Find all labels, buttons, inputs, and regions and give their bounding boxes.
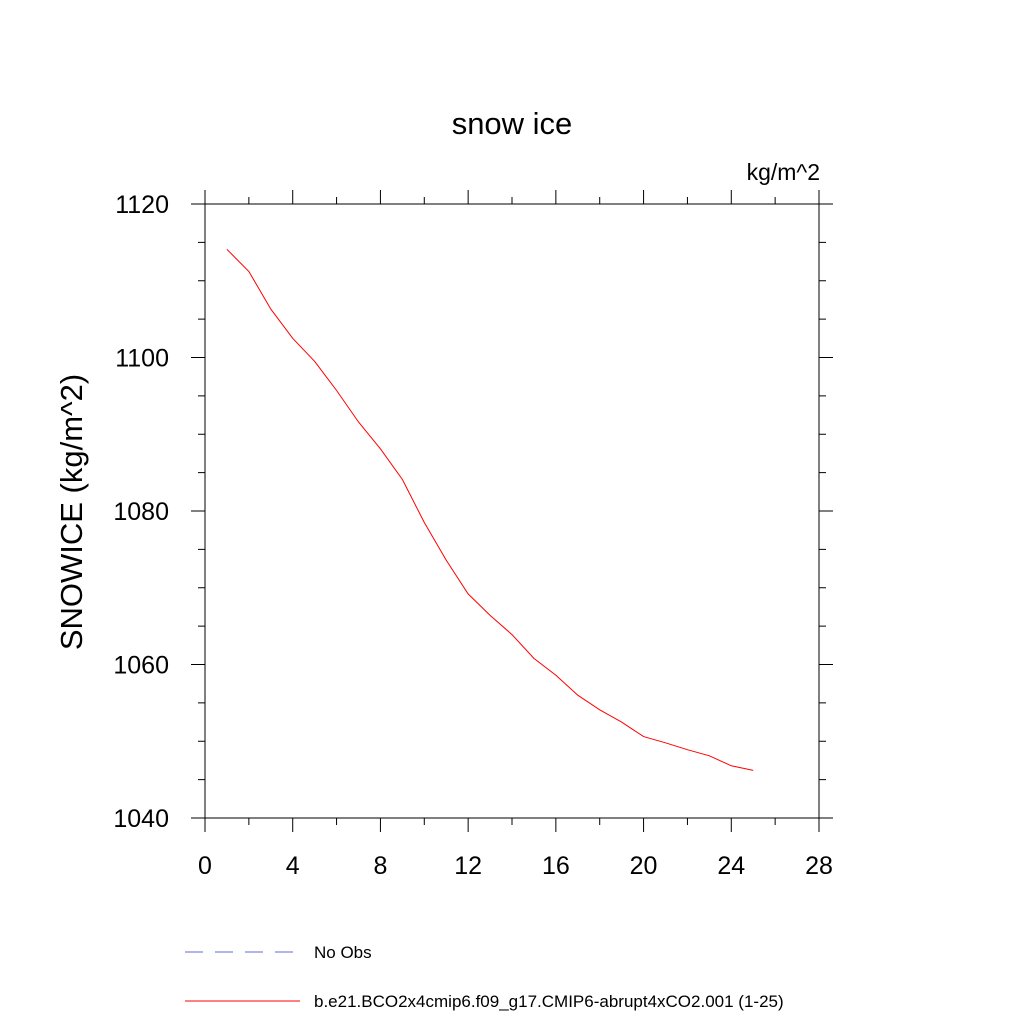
x-tick-label: 4 (286, 852, 300, 880)
legend-label: No Obs (314, 943, 372, 962)
x-tick-label: 12 (454, 852, 482, 880)
y-tick-label: 1080 (113, 498, 169, 526)
x-tick-label: 20 (630, 852, 658, 880)
y-tick-label: 1060 (113, 652, 169, 680)
legend: No Obs b.e21.BCO2x4cmip6.f09_g17.CMIP6-ab… (185, 943, 784, 1011)
y-axis-label: SNOWICE (kg/m^2) (54, 374, 89, 650)
x-tick-label: 8 (373, 852, 387, 880)
x-tick-label: 0 (198, 852, 212, 880)
y-tick-label: 1120 (115, 191, 169, 219)
y-tick-label: 1100 (115, 345, 169, 373)
series-line (226, 248, 754, 771)
tick-labels: 0 4 8 12 16 20 24 28 1040 1060 1080 1100 1120 (113, 191, 833, 880)
plot-frame (204, 203, 820, 819)
chart-title: snow ice (452, 106, 573, 141)
series-lines (226, 248, 754, 771)
units-label: kg/m^2 (747, 159, 820, 185)
x-tick-label: 28 (805, 852, 833, 880)
legend-label: b.e21.BCO2x4cmip6.f09_g17.CMIP6-abrupt4x… (314, 992, 784, 1011)
axis-ticks (191, 190, 833, 832)
y-tick-label: 1040 (113, 805, 169, 833)
x-tick-label: 16 (542, 852, 570, 880)
x-tick-label: 24 (717, 852, 745, 880)
